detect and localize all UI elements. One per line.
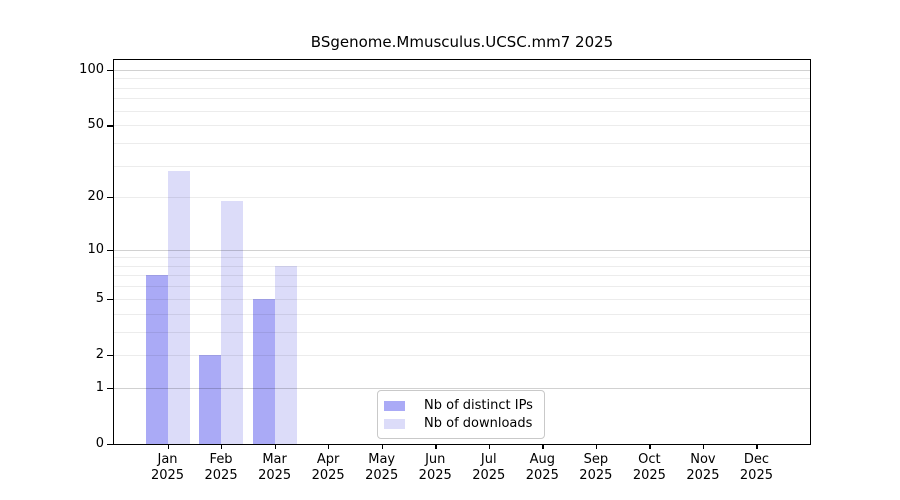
- x-axis-tick: [595, 444, 598, 449]
- x-axis-tick-label: Apr 2025: [288, 452, 368, 483]
- legend: Nb of distinct IPs Nb of downloads: [377, 390, 545, 439]
- y-axis-tick-label: 5: [95, 290, 104, 306]
- y-gridline: [114, 257, 810, 259]
- x-axis-tick-label: Nov 2025: [663, 452, 743, 483]
- x-axis-tick: [756, 444, 758, 449]
- y-gridline: [114, 298, 810, 300]
- x-axis-tick: [488, 444, 491, 449]
- y-gridline: [114, 87, 810, 89]
- y-gridline: [114, 275, 810, 277]
- y-gridline-major: [114, 69, 810, 71]
- y-gridline: [114, 142, 810, 144]
- x-axis-tick-label: Jul 2025: [449, 452, 529, 483]
- y-axis-tick: [107, 387, 113, 390]
- x-tick-month: Apr: [316, 452, 340, 467]
- bar-nb-of-distinct-ips-jan: [145, 275, 168, 444]
- bar-nb-of-distinct-ips-feb: [199, 354, 222, 444]
- x-tick-month: Dec: [743, 452, 770, 467]
- y-axis-tick-label: 10: [87, 241, 104, 257]
- y-axis-tick: [107, 125, 113, 127]
- legend-item-distinct-ips: Nb of distinct IPs: [384, 397, 534, 414]
- x-axis-tick-label: Aug 2025: [502, 452, 582, 483]
- bar-nb-of-downloads-feb: [221, 201, 244, 444]
- y-gridline: [114, 165, 810, 167]
- x-tick-year: 2025: [258, 467, 292, 483]
- y-axis-tick: [107, 354, 113, 357]
- x-tick-month: Jan: [157, 452, 178, 467]
- y-axis-tick: [107, 298, 113, 301]
- legend-label-distinct-ips: Nb of distinct IPs: [424, 398, 533, 413]
- x-tick-month: Sep: [583, 452, 609, 467]
- y-axis-tick: [107, 197, 113, 199]
- y-gridline-major: [114, 387, 810, 389]
- x-tick-month: Feb: [209, 452, 233, 467]
- distinct-ips-swatch: [384, 400, 405, 411]
- bar-nb-of-downloads-mar: [274, 265, 297, 444]
- x-tick-year: 2025: [632, 467, 666, 483]
- x-axis-tick-label: Sep 2025: [556, 452, 636, 483]
- x-axis-tick-label: Mar 2025: [235, 452, 315, 483]
- x-axis-tick: [328, 444, 330, 449]
- y-gridline: [114, 286, 810, 288]
- legend-label-downloads: Nb of downloads: [424, 416, 533, 431]
- x-axis-tick-label: May 2025: [342, 452, 422, 483]
- y-axis-tick: [107, 69, 113, 72]
- y-gridline-major: [114, 249, 810, 251]
- y-gridline: [114, 98, 810, 100]
- x-tick-month: Oct: [638, 452, 661, 467]
- y-gridline: [114, 331, 810, 333]
- x-axis-tick: [702, 444, 705, 449]
- y-gridline: [114, 265, 810, 267]
- y-gridline: [114, 197, 810, 199]
- y-gridline: [114, 110, 810, 112]
- x-tick-year: 2025: [204, 467, 238, 483]
- x-tick-month: Nov: [690, 452, 716, 467]
- plot-area: [113, 59, 811, 445]
- x-tick-month: May: [368, 452, 396, 467]
- y-axis-tick-label: 100: [79, 61, 104, 77]
- x-tick-year: 2025: [418, 467, 452, 483]
- x-tick-month: Aug: [529, 452, 555, 467]
- x-axis-tick: [274, 444, 276, 449]
- x-tick-year: 2025: [579, 467, 613, 483]
- downloads-swatch: [384, 418, 405, 429]
- y-axis-tick-label: 20: [87, 189, 104, 205]
- x-axis-tick: [649, 444, 651, 449]
- x-tick-month: Mar: [262, 452, 287, 467]
- x-axis-tick: [381, 444, 383, 449]
- legend-item-downloads: Nb of downloads: [384, 415, 534, 432]
- x-axis-tick: [221, 444, 223, 449]
- chart-title: BSgenome.Mmusculus.UCSC.mm7 2025: [310, 33, 614, 51]
- x-axis-tick: [435, 444, 437, 449]
- x-axis-tick: [167, 444, 169, 449]
- x-tick-year: 2025: [150, 467, 185, 483]
- bar-nb-of-downloads-jan: [167, 170, 190, 444]
- x-tick-year: 2025: [311, 467, 345, 483]
- y-gridline: [114, 313, 810, 315]
- x-axis-tick-label: Jan 2025: [128, 452, 208, 483]
- y-axis-tick-label: 2: [95, 346, 104, 362]
- x-axis-tick: [542, 444, 544, 449]
- x-tick-month: Jul: [480, 452, 497, 467]
- x-tick-year: 2025: [365, 467, 399, 483]
- bar-nb-of-distinct-ips-mar: [252, 298, 275, 444]
- x-axis-tick-label: Dec 2025: [716, 452, 796, 483]
- x-axis-tick-label: Feb 2025: [181, 452, 261, 483]
- x-tick-year: 2025: [739, 467, 773, 483]
- x-tick-year: 2025: [472, 467, 506, 483]
- y-axis-tick: [107, 444, 113, 446]
- y-axis-tick: [107, 249, 113, 251]
- x-axis-tick-label: Oct 2025: [609, 452, 689, 483]
- y-axis-tick-label: 50: [87, 117, 104, 133]
- y-gridline: [114, 78, 810, 80]
- y-gridline: [114, 125, 810, 127]
- x-tick-year: 2025: [686, 467, 720, 483]
- y-gridline: [114, 354, 810, 356]
- x-axis-tick-label: Jun 2025: [395, 452, 475, 483]
- x-tick-year: 2025: [525, 467, 559, 483]
- y-axis-tick-label: 0: [95, 436, 104, 451]
- y-axis-tick-label: 1: [95, 379, 104, 395]
- x-tick-month: Jun: [425, 452, 446, 467]
